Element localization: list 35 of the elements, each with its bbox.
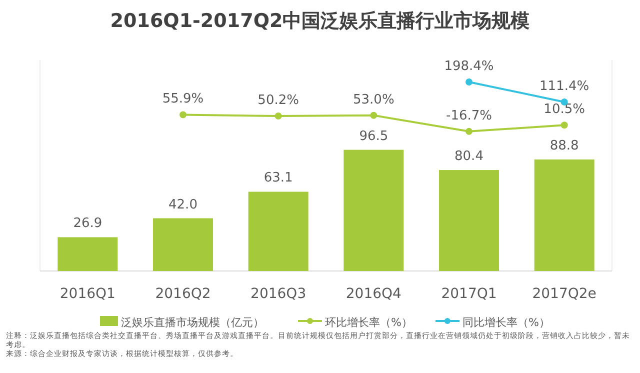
x-tick-label: 2017Q1 [441, 286, 497, 302]
data-label: 63.1 [264, 170, 293, 186]
x-tick-label: 2016Q4 [346, 286, 402, 302]
x-tick-label: 2016Q3 [250, 286, 306, 302]
data-label: 198.4% [444, 58, 494, 74]
x-tick-label: 2016Q2 [155, 286, 211, 302]
bar [248, 192, 308, 271]
bar [534, 159, 594, 271]
x-tick-label: 2016Q1 [60, 286, 116, 302]
bar [439, 170, 499, 271]
point [466, 78, 472, 86]
x-tick-label: 2017Q2e [532, 286, 596, 302]
data-label: 42.0 [168, 197, 198, 212]
point [180, 111, 186, 118]
data-label: 55.9% [162, 92, 204, 107]
bar [344, 150, 404, 271]
data-label: -16.7% [446, 108, 492, 124]
data-label: 53.0% [353, 92, 394, 108]
point [466, 128, 472, 135]
point [274, 112, 282, 120]
bar [58, 237, 118, 271]
chart-title: 2016Q1-2017Q2中国泛娱乐直播行业市场规模 [110, 10, 530, 32]
data-label: 80.4 [454, 149, 484, 164]
data-label: 26.9 [73, 216, 102, 232]
point [560, 122, 568, 129]
point [370, 112, 378, 119]
data-label: 111.4% [540, 78, 590, 94]
legend-label: 环比增长率（%） [325, 316, 412, 329]
legend-label: 同比增长率（%） [462, 316, 550, 329]
data-label: 88.8 [550, 138, 579, 154]
data-label: 50.2% [258, 93, 299, 108]
data-label: 10.5% [544, 102, 585, 118]
legend-label: 泛娱乐直播市场规模（亿元） [121, 316, 264, 329]
bar [153, 218, 213, 271]
data-label: 96.5 [359, 128, 388, 144]
